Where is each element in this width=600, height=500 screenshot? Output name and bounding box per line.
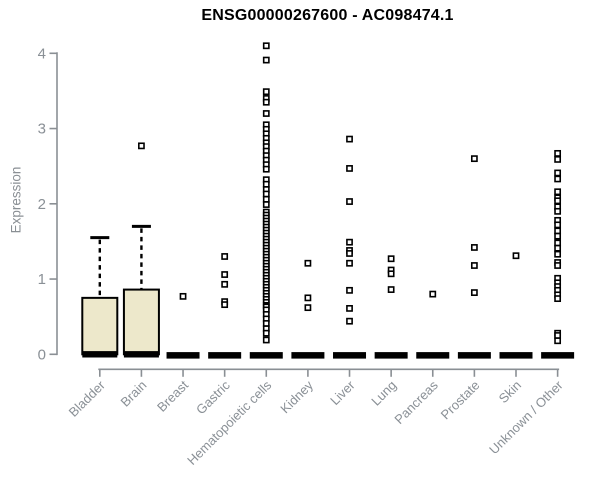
outlier-point bbox=[346, 317, 353, 325]
x-tick-label: Lung bbox=[368, 378, 399, 409]
x-tick-label: Skin bbox=[496, 378, 524, 406]
x-tick-label: Breast bbox=[154, 377, 191, 414]
outlier-point bbox=[554, 295, 562, 303]
outlier-point bbox=[554, 244, 562, 252]
outlier-point bbox=[221, 271, 229, 278]
boxplot-box bbox=[122, 288, 160, 356]
collapsed-box bbox=[166, 352, 200, 359]
collapsed-box bbox=[333, 352, 367, 359]
outlier-point bbox=[470, 155, 478, 163]
outlier-point bbox=[262, 190, 270, 198]
outlier-point bbox=[262, 195, 270, 203]
outlier-point bbox=[179, 292, 187, 300]
outlier-point bbox=[512, 252, 520, 260]
outlier-point bbox=[262, 336, 270, 344]
outlier-point bbox=[554, 332, 562, 339]
collapsed-box bbox=[249, 352, 283, 359]
collapsed-box bbox=[374, 352, 408, 359]
x-tick-label: Liver bbox=[327, 377, 358, 408]
outlier-point bbox=[429, 290, 437, 298]
collapsed-box bbox=[499, 352, 533, 359]
outlier-point bbox=[554, 197, 562, 205]
collapsed-box bbox=[291, 352, 325, 359]
outlier-point bbox=[554, 239, 562, 247]
outlier-point bbox=[346, 135, 353, 143]
x-tick-label: Kidney bbox=[277, 377, 316, 416]
outlier-point bbox=[387, 286, 395, 293]
outlier-point bbox=[262, 201, 270, 208]
collapsed-box bbox=[541, 352, 575, 359]
median-line bbox=[123, 351, 159, 358]
y-tick-label: 4 bbox=[38, 45, 46, 62]
collapsed-box bbox=[208, 352, 242, 359]
x-tick-label: Gastric bbox=[193, 377, 233, 417]
outlier-point bbox=[346, 238, 353, 246]
collapsed-box bbox=[457, 352, 491, 359]
outlier-point bbox=[346, 259, 353, 267]
x-tick-label: Unknown / Other bbox=[486, 377, 566, 457]
outlier-point bbox=[470, 244, 478, 251]
outlier-point bbox=[304, 304, 312, 312]
outlier-point bbox=[262, 98, 270, 106]
outlier-point bbox=[387, 270, 395, 278]
outlier-point bbox=[138, 142, 145, 150]
outlier-point bbox=[262, 320, 270, 327]
outlier-point bbox=[387, 255, 395, 263]
x-tick-label: Prostate bbox=[438, 378, 483, 423]
outlier-point bbox=[554, 175, 562, 183]
outlier-point bbox=[554, 337, 562, 345]
outlier-point bbox=[554, 207, 562, 215]
outlier-point bbox=[346, 250, 353, 257]
outlier-point bbox=[346, 286, 353, 294]
outlier-point bbox=[554, 156, 562, 163]
y-tick-label: 0 bbox=[38, 346, 46, 363]
outlier-point bbox=[554, 149, 562, 157]
outlier-point bbox=[262, 88, 270, 96]
x-tick-label: Bladder bbox=[66, 377, 109, 420]
x-tick-label: Brain bbox=[117, 378, 149, 410]
outlier-point bbox=[262, 56, 270, 64]
outlier-point bbox=[262, 110, 270, 117]
chart-title: ENSG00000267600 - AC098474.1 bbox=[201, 7, 454, 24]
outlier-point bbox=[221, 301, 229, 309]
outlier-point bbox=[262, 165, 270, 173]
outlier-point bbox=[221, 280, 229, 288]
outlier-point bbox=[554, 169, 562, 177]
median-line bbox=[82, 351, 118, 358]
outlier-point bbox=[304, 259, 312, 267]
outlier-point bbox=[304, 294, 312, 302]
outlier-point bbox=[262, 180, 270, 188]
y-tick-label: 2 bbox=[38, 196, 46, 213]
outlier-point bbox=[262, 42, 270, 50]
outlier-point bbox=[221, 253, 229, 260]
y-tick-label: 3 bbox=[38, 121, 46, 138]
collapsed-box bbox=[416, 352, 450, 359]
outlier-point bbox=[470, 289, 478, 296]
outlier-point bbox=[554, 227, 562, 235]
outlier-point bbox=[554, 188, 562, 196]
outlier-point bbox=[262, 329, 270, 337]
outlier-point bbox=[346, 165, 353, 172]
outlier-point bbox=[554, 221, 562, 229]
outlier-point bbox=[554, 232, 562, 240]
outlier-point bbox=[554, 250, 562, 258]
outlier-point bbox=[554, 262, 562, 269]
x-tick-label: Pancreas bbox=[391, 377, 441, 427]
outlier-point bbox=[346, 304, 353, 312]
outlier-point bbox=[470, 262, 478, 269]
outlier-point bbox=[346, 198, 353, 205]
y-tick-label: 1 bbox=[38, 271, 46, 288]
boxplot-box bbox=[81, 296, 119, 356]
